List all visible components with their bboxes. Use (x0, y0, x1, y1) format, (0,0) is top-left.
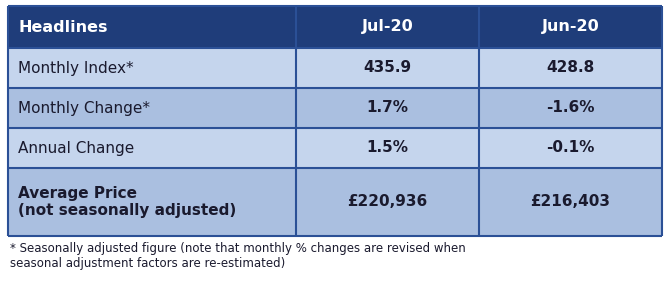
Bar (295, 48, 479, 88)
Text: 435.9: 435.9 (363, 60, 411, 75)
Text: Monthly Change*: Monthly Change* (18, 101, 150, 116)
Text: * Seasonally adjusted figure (note that monthly % changes are revised when
seaso: * Seasonally adjusted figure (note that … (10, 242, 466, 270)
Text: 1.7%: 1.7% (366, 101, 408, 116)
Bar (479, 128, 662, 168)
Bar (8, 48, 295, 88)
Bar (8, 128, 295, 168)
Bar (8, 88, 295, 128)
Text: Average Price
(not seasonally adjusted): Average Price (not seasonally adjusted) (18, 186, 237, 218)
Bar (295, 88, 479, 128)
Text: -0.1%: -0.1% (546, 140, 595, 156)
Bar (479, 48, 662, 88)
Bar (295, 6, 479, 48)
Text: 1.5%: 1.5% (366, 140, 408, 156)
Bar (8, 6, 295, 48)
Bar (479, 168, 662, 236)
Text: Headlines: Headlines (18, 19, 107, 34)
Text: 428.8: 428.8 (546, 60, 594, 75)
Bar (479, 88, 662, 128)
Text: £216,403: £216,403 (531, 195, 610, 209)
Text: Monthly Index*: Monthly Index* (18, 60, 133, 75)
Text: Annual Change: Annual Change (18, 140, 134, 156)
Text: Jun-20: Jun-20 (541, 19, 600, 34)
Text: -1.6%: -1.6% (546, 101, 595, 116)
Bar (479, 6, 662, 48)
Text: Jul-20: Jul-20 (361, 19, 413, 34)
Text: £220,936: £220,936 (347, 195, 427, 209)
Bar (295, 128, 479, 168)
Bar (295, 168, 479, 236)
Bar (8, 168, 295, 236)
